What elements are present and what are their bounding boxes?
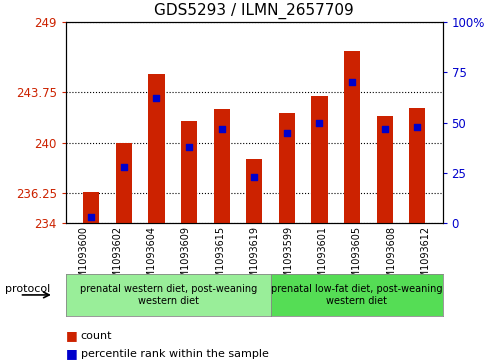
Bar — [116, 143, 132, 223]
Bar — [311, 95, 327, 223]
Text: GSM1093604: GSM1093604 — [146, 226, 156, 291]
Text: ■: ■ — [66, 329, 78, 342]
Text: GSM1093619: GSM1093619 — [249, 226, 259, 291]
Text: prenatal western diet, post-weaning
western diet: prenatal western diet, post-weaning west… — [80, 284, 257, 306]
Text: GSM1093605: GSM1093605 — [351, 226, 361, 291]
Bar — [181, 121, 197, 223]
Point — [120, 164, 127, 170]
Text: prenatal low-fat diet, post-weaning
western diet: prenatal low-fat diet, post-weaning west… — [271, 284, 442, 306]
Point — [283, 130, 290, 135]
Text: GSM1093600: GSM1093600 — [78, 226, 88, 291]
Text: percentile rank within the sample: percentile rank within the sample — [81, 349, 268, 359]
Point — [412, 124, 420, 130]
Point — [315, 119, 323, 125]
Point — [380, 126, 388, 131]
Bar — [408, 108, 425, 223]
Bar — [213, 109, 229, 223]
Point — [217, 126, 225, 131]
Bar — [83, 192, 99, 223]
Point — [347, 79, 355, 85]
Bar — [245, 159, 262, 223]
Text: GSM1093608: GSM1093608 — [386, 226, 395, 291]
Bar — [148, 74, 164, 223]
Text: GSM1093609: GSM1093609 — [181, 226, 190, 291]
Text: GSM1093612: GSM1093612 — [420, 226, 429, 291]
Point — [152, 95, 160, 101]
Text: GSM1093599: GSM1093599 — [283, 226, 293, 291]
Point — [250, 174, 258, 180]
Bar — [376, 116, 392, 223]
Text: protocol: protocol — [5, 285, 50, 294]
Text: ■: ■ — [66, 347, 78, 360]
Point — [87, 214, 95, 220]
Title: GDS5293 / ILMN_2657709: GDS5293 / ILMN_2657709 — [154, 3, 353, 19]
Point — [185, 144, 193, 150]
Text: count: count — [81, 331, 112, 341]
Text: GSM1093602: GSM1093602 — [112, 226, 122, 291]
Bar — [278, 113, 294, 223]
Bar — [343, 51, 360, 223]
Text: GSM1093601: GSM1093601 — [317, 226, 327, 291]
Text: GSM1093615: GSM1093615 — [215, 226, 224, 291]
